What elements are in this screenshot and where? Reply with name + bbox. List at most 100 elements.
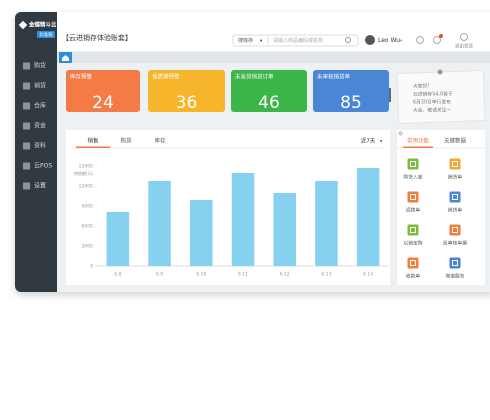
settings-icon[interactable]: ⚙: [398, 131, 403, 138]
y-tick-label: 3000: [82, 244, 94, 250]
shortcut-tab[interactable]: 常用功能: [407, 137, 430, 145]
x-tick-label: 6.13: [321, 272, 331, 278]
shortcut-icon[interactable]: [449, 224, 461, 236]
bar: [231, 173, 255, 266]
tab-underline: [403, 146, 433, 148]
card-label: 未审核销货单: [317, 73, 351, 81]
logout-icon[interactable]: [460, 33, 468, 41]
sidebar: [15, 12, 57, 292]
icon-glyph: [452, 161, 458, 167]
icon-glyph: [410, 194, 416, 200]
menu-icon: [23, 142, 30, 150]
user-name[interactable]: Leo Wu: [378, 37, 400, 44]
shortcut-label[interactable]: 以销定购: [403, 240, 422, 247]
stat-card[interactable]: [313, 70, 389, 112]
shortcut-label[interactable]: 销货单: [448, 207, 463, 214]
icon-glyph: [452, 227, 458, 233]
app-title: 【云进销存体验账套】: [62, 33, 132, 42]
bar: [148, 181, 171, 266]
shortcut-label[interactable]: 购货入库: [403, 174, 422, 181]
card-label: 库存预警: [70, 73, 93, 81]
logo: 金蝶精斗云: [28, 21, 57, 29]
shortcut-tab[interactable]: 关键数据: [444, 137, 467, 145]
search-icon[interactable]: [345, 37, 351, 43]
notice-line: 大家好!: [413, 83, 429, 90]
y-tick-label: 12000: [79, 184, 93, 190]
help-icon[interactable]: [416, 36, 424, 44]
menu-item[interactable]: 仓库: [34, 102, 46, 110]
x-tick-label: 6.12: [280, 272, 290, 278]
chart-tab[interactable]: 购货: [120, 137, 132, 145]
stat-card[interactable]: [148, 70, 225, 112]
icon-glyph: [452, 260, 458, 266]
menu-icon: [23, 162, 30, 170]
menu-icon: [23, 62, 30, 70]
notice-line: 云进销存V4.0将于: [413, 91, 453, 98]
shortcut-icon[interactable]: [407, 191, 419, 203]
menu-icon: [23, 82, 30, 90]
shortcut-icon[interactable]: [407, 224, 419, 236]
menu-icon: [23, 102, 30, 110]
search-caret: ▾: [260, 39, 263, 44]
bar: [356, 168, 380, 266]
user-caret: ▾: [400, 39, 403, 44]
search-box[interactable]: [232, 34, 359, 47]
card-label: 保质期预警: [152, 73, 180, 81]
shortcut-icon[interactable]: [449, 158, 461, 170]
y-tick-label: 15000: [79, 164, 93, 170]
home-icon: [62, 55, 69, 61]
icon-glyph: [410, 161, 416, 167]
stat-card[interactable]: [66, 70, 140, 112]
pin: [437, 69, 443, 75]
tab-bar: [57, 52, 490, 63]
avatar[interactable]: [365, 35, 375, 45]
x-tick-label: 6.9: [156, 272, 163, 278]
search-placeholder[interactable]: 请输入商品编码或名称: [273, 37, 323, 44]
icon-glyph: [410, 260, 416, 266]
menu-item[interactable]: 购货: [34, 62, 46, 70]
x-tick-label: 6.11: [238, 272, 248, 278]
menu-item[interactable]: 资金: [34, 122, 46, 130]
x-tick-label: 6.10: [196, 272, 206, 278]
y-tick-label: 0: [90, 264, 93, 270]
notice-line: 6月30日举行发布: [413, 99, 451, 106]
shortcut-label[interactable]: 增值服务: [445, 273, 464, 280]
menu-icon: [23, 182, 30, 190]
y-tick-label: 9000: [82, 204, 94, 210]
shortcut-label[interactable]: 调拨单: [406, 207, 421, 214]
range-select[interactable]: 近7天: [361, 137, 376, 145]
shortcut-icon[interactable]: [407, 257, 419, 269]
edition: 标准版: [39, 31, 53, 38]
menu-item[interactable]: 资料: [34, 142, 46, 150]
chart-tab[interactable]: 销售: [87, 137, 98, 145]
x-tick-label: 6.14: [363, 272, 373, 278]
bar: [315, 181, 338, 266]
stat-card[interactable]: [231, 70, 307, 112]
icon-glyph: [410, 227, 416, 233]
shortcut-label[interactable]: 销货单: [448, 174, 463, 181]
shortcut-icon[interactable]: [407, 158, 419, 170]
card-value: 36: [176, 93, 198, 113]
icon-glyph: [452, 194, 458, 200]
shortcut-icon[interactable]: [449, 191, 461, 203]
search-scope[interactable]: 搜库存: [238, 37, 253, 44]
logo-icon: [18, 20, 28, 30]
menu-item[interactable]: 销货: [34, 82, 46, 90]
y-tick-label: 6000: [82, 224, 94, 230]
y-axis-label: 销售额(元): [74, 170, 94, 176]
menu-item[interactable]: 设置: [34, 182, 46, 190]
bell-icon[interactable]: [433, 36, 441, 44]
x-tick-label: 6.8: [114, 272, 121, 278]
shortcut-icon[interactable]: [449, 257, 461, 269]
range-caret: ▾: [380, 140, 383, 145]
menu-item[interactable]: 云POS: [34, 163, 52, 170]
logout[interactable]: 退出登录: [455, 43, 473, 50]
notice-line: 大会，敬请关注~: [413, 107, 451, 114]
shortcut-label[interactable]: 收款单: [406, 273, 421, 280]
shortcut-label[interactable]: 反审核单据: [443, 240, 467, 247]
bar: [106, 212, 130, 266]
card-value: 85: [340, 93, 362, 113]
chart-tab[interactable]: 库存: [154, 137, 166, 145]
